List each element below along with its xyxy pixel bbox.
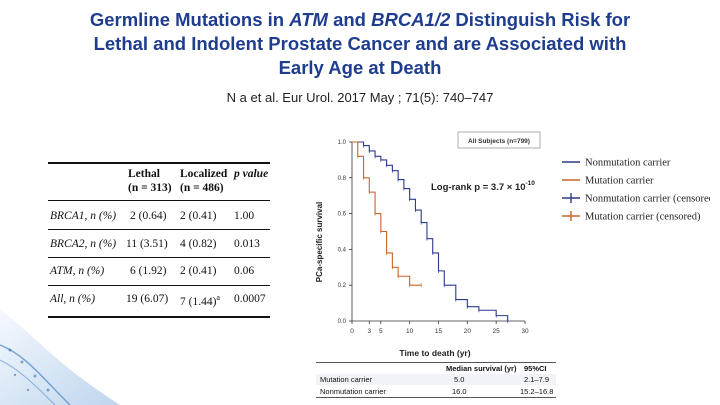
median-header: Median survival (yr) (446, 364, 517, 373)
km-survival-chart: 0 3 5 10 15 20 25 30 0.0 0.2 0.4 0.6 0.8 1.0 All Subj… (315, 131, 710, 358)
citation: N a et al. Eur Urol. 2017 May ; 71(5): 7… (226, 90, 494, 105)
subjects-box (457, 131, 541, 149)
nonmutation-curve (352, 141, 509, 321)
row-brca1-p: 1.00 (234, 210, 255, 222)
x-tick-label: 10 (406, 328, 414, 335)
x-tick-label: 5 (379, 328, 383, 335)
x-tick-label: 15 (435, 328, 443, 335)
row-all-p: 0.0007 (234, 293, 266, 305)
row-all-lethal: 19 (6.07) (126, 293, 169, 305)
row-atm-lethal: 6 (1.92) (130, 265, 167, 277)
legend-entry: Nonmutation carrier (585, 158, 671, 169)
slide-title: Germline Mutations in ATM and BRCA1/2 Di… (20, 8, 700, 80)
y-tick-label: 1.0 (338, 140, 347, 146)
median-row-label: Mutation carrier (320, 375, 373, 384)
median-row-value: 5.0 (454, 375, 465, 384)
row-brca2-p: 0.013 (234, 238, 260, 250)
ci-header: 95%CI (524, 364, 547, 373)
row-all-localized-sup: a (216, 293, 220, 302)
dna-decoration (0, 310, 120, 405)
x-tick-label: 20 (464, 328, 472, 335)
x-axis-label: Time to death (yr) (399, 348, 470, 358)
y-tick-label: 0.8 (338, 176, 347, 182)
legend-entry: Mutation carrier (censored) (585, 212, 701, 223)
chart-series (352, 141, 509, 323)
x-tick-label: 3 (367, 328, 371, 335)
median-row-value: 16.0 (452, 387, 467, 396)
row-atm-p: 0.06 (234, 265, 255, 277)
row-label-atm: ATM, n (%) (50, 265, 105, 277)
row-atm-localized: 2 (0.41) (180, 265, 217, 277)
title-line-1: Germline Mutations in ATM and BRCA1/2 Di… (89, 9, 631, 30)
row-label-all: All, n (%) (50, 293, 96, 305)
y-axis-label: PCa-specific survival (315, 202, 324, 282)
median-row-ci: 2.1–7.9 (524, 375, 550, 384)
table-row-rule (48, 229, 270, 230)
y-tick-label: 0.0 (338, 319, 347, 325)
header-pvalue: p value (234, 168, 269, 180)
row-brca2-lethal: 11 (3.51) (126, 238, 168, 250)
header-localized: Localized (180, 168, 228, 180)
y-tick-label: 0.6 (338, 212, 347, 218)
table-header-rule (48, 200, 270, 201)
header-localized-n: (n = 486) (180, 182, 224, 194)
table-top-rule (48, 162, 270, 164)
table-bottom-rule (48, 316, 270, 318)
legend-entry: Mutation carrier (585, 176, 654, 187)
chart-legend: Nonmutation carrier Mutation carrier Nonmu… (562, 158, 710, 223)
y-tick-label: 0.2 (338, 283, 347, 289)
chart-axes: 0 3 5 10 15 20 25 30 0.0 0.2 0.4 0.6 0.8 1.0 (338, 140, 529, 335)
subjects-box-label: All Subjects (n=799) (468, 138, 530, 145)
title-line-2: Lethal and Indolent Prostate Cancer and … (93, 33, 627, 54)
row-label-brca2: BRCA2, n (%) (50, 238, 117, 250)
row-all-localized: 7 (1.44)a (180, 293, 220, 308)
row-brca1-localized: 2 (0.41) (180, 210, 217, 222)
row-brca2-localized: 4 (0.82) (180, 238, 217, 250)
title-line-3: Early Age at Death (278, 57, 442, 78)
legend-entry: Nonmutation carrier (censored) (585, 194, 710, 205)
x-tick-label: 25 (493, 328, 501, 335)
header-lethal-n: (n = 313) (128, 182, 172, 194)
x-tick-label: 0 (350, 328, 354, 335)
logrank-annotation: Log-rank p = 3.7 × 10-10 (431, 180, 535, 193)
x-tick-label: 30 (521, 328, 529, 335)
median-row-ci: 15.2–16.8 (520, 387, 554, 396)
table-row: Nonmutation carrier 16.0 15.2–16.8 (316, 386, 556, 398)
y-tick-label: 0.4 (338, 247, 347, 253)
header-lethal: Lethal (128, 168, 160, 180)
row-label-brca1: BRCA1, n (%) (50, 210, 117, 222)
median-row-label: Nonmutation carrier (320, 387, 386, 396)
table-row-rule (48, 257, 270, 258)
table-row: Mutation carrier 5.0 2.1–7.9 (316, 374, 556, 385)
row-brca1-lethal: 2 (0.64) (130, 210, 167, 222)
table-row-rule (48, 285, 270, 286)
